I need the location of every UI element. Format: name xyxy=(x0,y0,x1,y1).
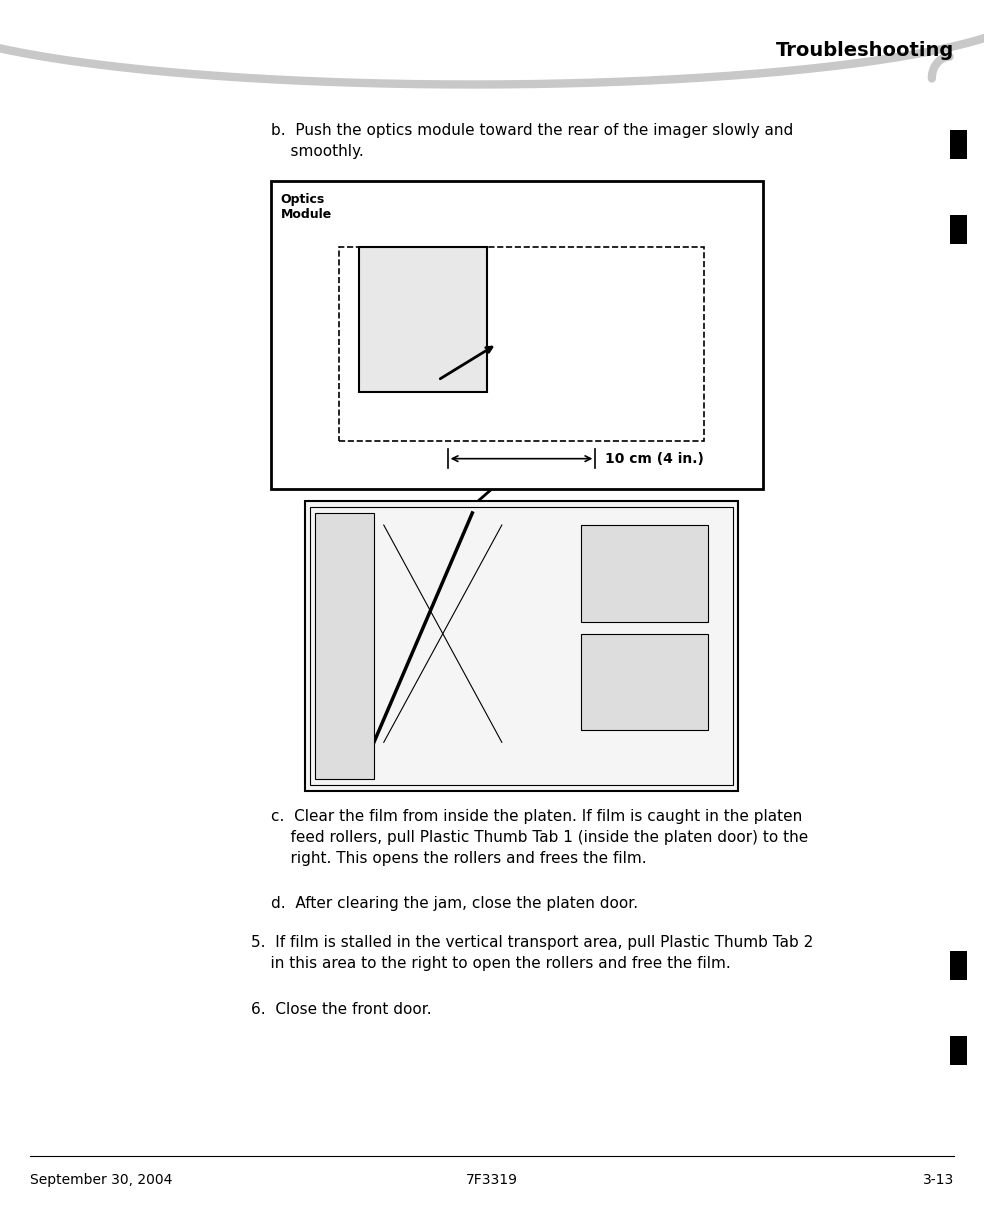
Bar xyxy=(950,951,967,980)
Bar xyxy=(305,501,738,791)
Text: 6.  Close the front door.: 6. Close the front door. xyxy=(251,1002,432,1016)
Bar xyxy=(950,1036,967,1065)
Text: 3-13: 3-13 xyxy=(923,1173,954,1188)
Text: 7F3319: 7F3319 xyxy=(466,1173,518,1188)
Text: Troubleshooting: Troubleshooting xyxy=(776,41,954,60)
Text: 10 cm (4 in.): 10 cm (4 in.) xyxy=(605,451,704,466)
Bar xyxy=(581,525,708,622)
Bar xyxy=(315,513,374,779)
Bar xyxy=(581,634,708,730)
Bar xyxy=(310,507,733,785)
Bar xyxy=(950,130,967,159)
Bar xyxy=(339,247,704,441)
Text: Optics
Module: Optics Module xyxy=(280,193,332,221)
Text: 5.  If film is stalled in the vertical transport area, pull Plastic Thumb Tab 2
: 5. If film is stalled in the vertical tr… xyxy=(251,935,813,972)
Text: September 30, 2004: September 30, 2004 xyxy=(30,1173,172,1188)
Text: d.  After clearing the jam, close the platen door.: d. After clearing the jam, close the pla… xyxy=(271,896,638,910)
Bar xyxy=(271,181,763,489)
Bar xyxy=(359,247,487,392)
Text: c.  Clear the film from inside the platen. If film is caught in the platen
    f: c. Clear the film from inside the platen… xyxy=(271,809,808,865)
Text: b.  Push the optics module toward the rear of the imager slowly and
    smoothly: b. Push the optics module toward the rea… xyxy=(271,123,793,159)
Bar xyxy=(950,215,967,244)
